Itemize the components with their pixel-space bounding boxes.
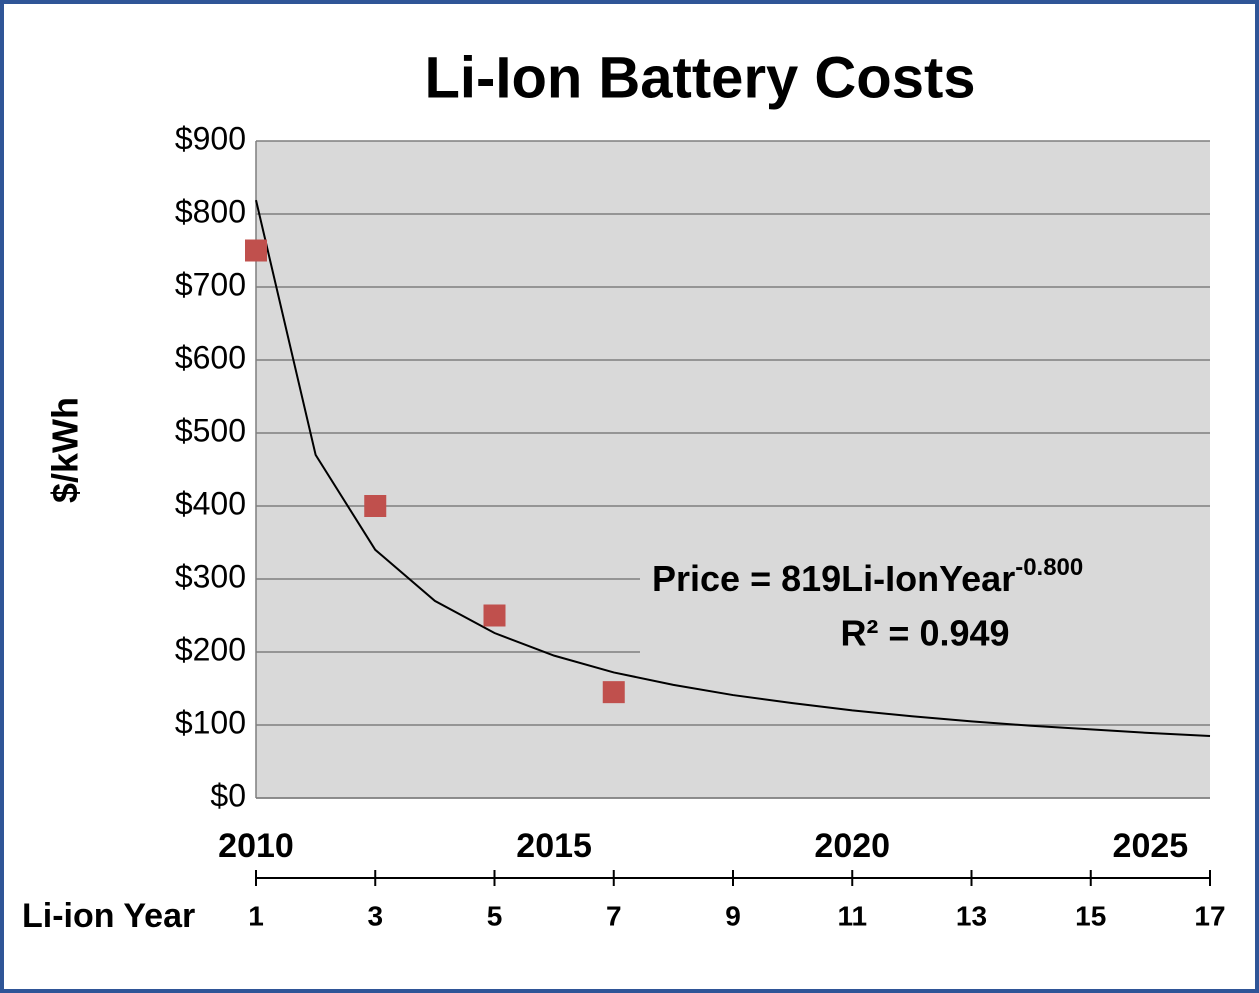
point xyxy=(602,681,625,704)
x-tick-label: 5 xyxy=(487,900,503,931)
y-tick-label: $800 xyxy=(175,193,246,229)
y-tick-label: $300 xyxy=(175,558,246,594)
x-tick-label: 1 xyxy=(248,900,264,931)
annotation-box xyxy=(640,545,1210,667)
equation-exponent: -0.800 xyxy=(1015,554,1083,581)
annotation-equation: Price = 819Li-IonYear-0.800 xyxy=(652,554,1083,598)
y-tick-label: $400 xyxy=(175,485,246,521)
x-tick-label: 3 xyxy=(367,900,383,931)
x-tick-label: 11 xyxy=(837,900,867,931)
y-tick-label: $900 xyxy=(175,120,246,156)
y-tick-label: $200 xyxy=(175,631,246,667)
point xyxy=(364,495,387,517)
y-tick-label: $0 xyxy=(210,777,246,813)
x-tick-label: 9 xyxy=(725,900,741,931)
plot-area xyxy=(256,141,1210,798)
x-axis-label: Li-ion Year xyxy=(22,897,195,935)
x-tick-label: 15 xyxy=(1075,900,1106,931)
x-tick-label: 13 xyxy=(956,900,987,931)
y-tick-label: $100 xyxy=(175,704,246,740)
x2-tick-label: 2010 xyxy=(218,827,294,865)
equation-text: Price = 819Li-IonYear xyxy=(652,558,1015,599)
y-axis-label: $/kWh xyxy=(45,397,86,503)
x-tick-label: 17 xyxy=(1194,900,1225,931)
y-tick-label: $500 xyxy=(175,412,246,448)
point xyxy=(245,239,267,262)
trendline xyxy=(255,199,1211,737)
x-tick-label: 7 xyxy=(606,900,622,931)
chart-title: Li-Ion Battery Costs xyxy=(424,45,975,110)
x2-tick-label: 2020 xyxy=(814,827,890,865)
y-tick-label: $700 xyxy=(175,266,246,302)
x2-tick-label: 2015 xyxy=(516,827,592,865)
y-tick-label: $600 xyxy=(175,339,246,375)
point xyxy=(483,604,506,627)
x2-tick-label: 2025 xyxy=(1113,827,1189,865)
annotation-r2: R² = 0.949 xyxy=(840,613,1009,654)
